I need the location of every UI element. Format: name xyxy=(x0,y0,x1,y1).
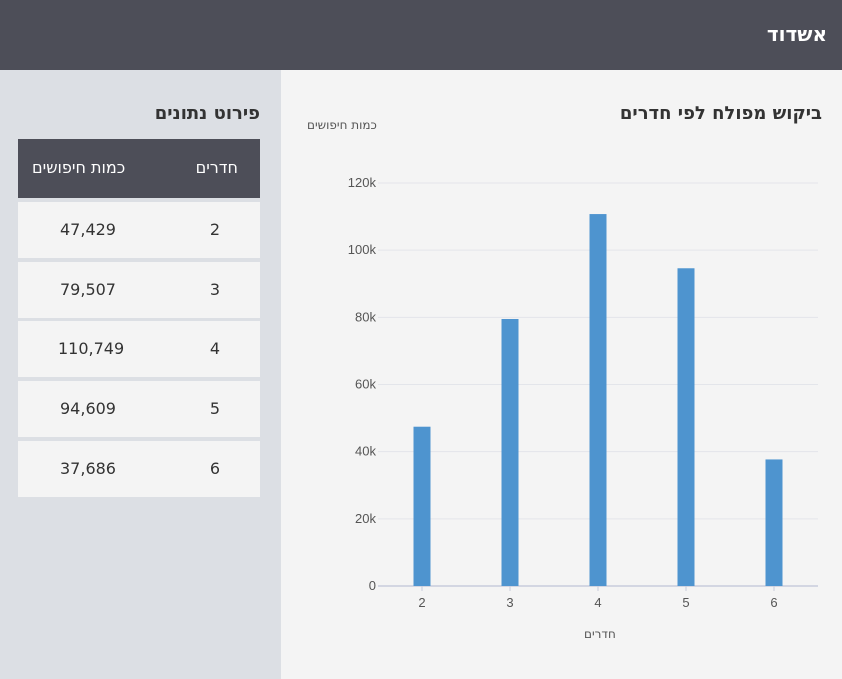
table-row: 3 79,507 xyxy=(18,262,260,318)
cell-rooms: 4 xyxy=(209,339,220,358)
y-tick-label: 60k xyxy=(355,377,376,392)
cell-rooms: 2 xyxy=(209,220,220,239)
bar[interactable] xyxy=(501,318,519,586)
x-tick-label: 2 xyxy=(418,595,425,610)
table-row: 6 37,686 xyxy=(18,441,260,497)
bar[interactable] xyxy=(589,214,607,587)
table-row: 4 110,749 xyxy=(18,321,260,377)
cell-count: 47,429 xyxy=(60,220,116,239)
chart-title: ביקוש מפולח לפי חדרים xyxy=(619,103,822,124)
y-tick-label: 100k xyxy=(348,242,377,257)
cell-count: 37,686 xyxy=(60,459,116,478)
cell-count: 79,507 xyxy=(60,280,116,299)
breakdown-title: פירוט נתונים xyxy=(154,103,260,124)
cell-rooms: 5 xyxy=(209,399,220,418)
col-header-count: כמות חיפושים xyxy=(32,158,126,177)
y-tick-label: 20k xyxy=(355,511,376,526)
x-axis-label: חדרים xyxy=(584,627,616,641)
data-breakdown-panel: פירוט נתונים חדרים כמות חיפושים 2 47,429… xyxy=(0,70,281,679)
x-tick-label: 5 xyxy=(682,595,689,610)
table-row: 2 47,429 xyxy=(18,202,260,258)
table-row: 5 94,609 xyxy=(18,381,260,437)
x-tick-label: 4 xyxy=(594,595,601,610)
col-header-rooms: חדרים xyxy=(195,158,238,177)
bar[interactable] xyxy=(677,268,695,586)
y-tick-label: 0 xyxy=(369,578,376,593)
cell-count: 94,609 xyxy=(60,399,116,418)
x-tick-label: 6 xyxy=(770,595,777,610)
table-header: חדרים כמות חיפושים xyxy=(18,139,260,198)
y-tick-label: 40k xyxy=(355,444,376,459)
bar[interactable] xyxy=(765,459,783,586)
y-tick-label: 120k xyxy=(348,175,377,190)
cell-rooms: 6 xyxy=(209,459,220,478)
bar-chart: 0 20k 40k 60k 80k 100k 120k 2 3 4 5 6 xyxy=(348,175,818,610)
y-axis-label: כמות חיפושים xyxy=(307,118,377,132)
cell-count: 110,749 xyxy=(58,339,125,358)
bar[interactable] xyxy=(413,426,431,586)
app-header: אשדוד xyxy=(0,0,842,70)
chart-panel: ביקוש מפולח לפי חדרים כמות חיפושים חדרים… xyxy=(281,70,842,679)
cell-rooms: 3 xyxy=(209,280,220,299)
y-tick-label: 80k xyxy=(355,309,376,324)
x-tick-label: 3 xyxy=(506,595,513,610)
city-title: אשדוד xyxy=(766,22,827,46)
